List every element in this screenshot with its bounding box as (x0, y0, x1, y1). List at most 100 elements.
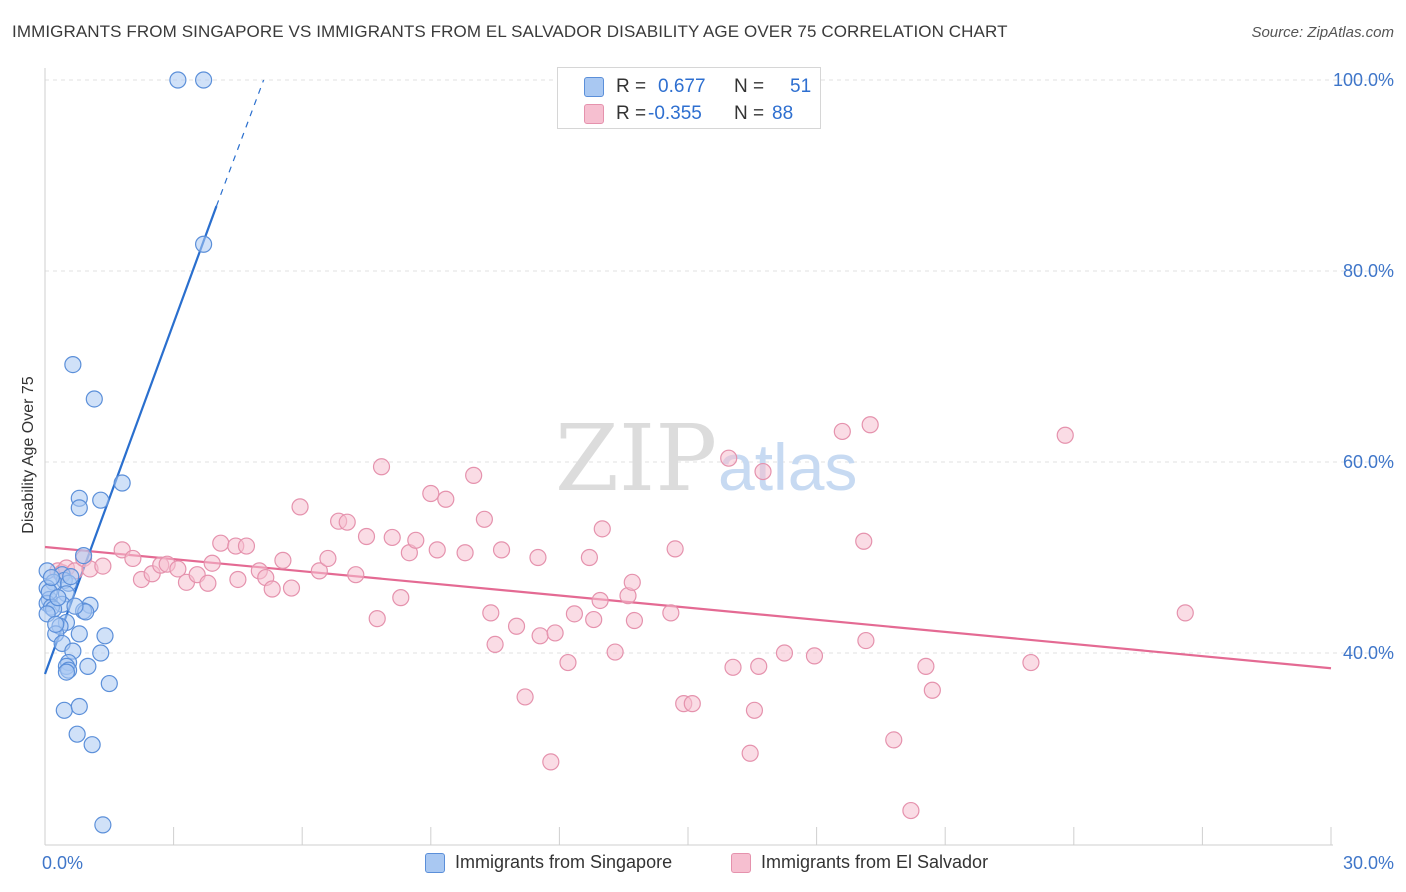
elsalvador-point (516, 688, 534, 706)
n-label: N = (734, 103, 765, 124)
y-tick-label: 80.0% (1343, 261, 1394, 281)
elsalvador-point (591, 591, 609, 610)
elsalvador-point (422, 484, 440, 503)
elsalvador-point (291, 498, 309, 516)
elsalvador-point (724, 658, 742, 676)
elsalvador-point (407, 531, 425, 549)
singapore-point (70, 499, 88, 517)
singapore-point (70, 625, 88, 643)
elsalvador-point (212, 534, 230, 552)
watermark-zip: ZIP (555, 405, 717, 512)
x-tick-label: 0.0% (42, 853, 83, 873)
points-layer (38, 71, 1194, 834)
elsalvador-point (229, 570, 247, 589)
elsalvador-point (199, 574, 217, 592)
elsalvador-point (720, 449, 738, 467)
legend-item-elsalvador[interactable]: Immigrants from El Salvador (731, 852, 988, 873)
elsalvador-point (833, 422, 851, 441)
elsalvador-point (94, 557, 112, 575)
elsalvador-point (662, 604, 680, 622)
r-label: R = (616, 76, 647, 97)
legend-label-singapore: Immigrants from Singapore (455, 852, 673, 872)
x-tick-label: 30.0% (1343, 853, 1394, 873)
elsalvador-point (683, 695, 701, 713)
elsalvador-point (368, 610, 386, 628)
elsalvador-point (310, 562, 328, 580)
y-tick-label: 40.0% (1343, 643, 1394, 663)
source-credit: Source: ZipAtlas.com (1251, 24, 1394, 41)
singapore-point (195, 235, 213, 253)
singapore-point (100, 674, 118, 693)
elsalvador-point (1056, 426, 1074, 444)
elsalvador-point (475, 510, 493, 528)
elsalvador-point (319, 549, 337, 568)
elsalvador-swatch (584, 104, 604, 124)
singapore-point (113, 474, 131, 492)
r-value: 0.677 (658, 76, 706, 97)
elsalvador-point (428, 541, 446, 559)
watermark-atlas: atlas (718, 430, 857, 504)
singapore-point (62, 567, 80, 586)
singapore-point (92, 491, 110, 509)
singapore-swatch (584, 77, 604, 97)
y-tick-label: 60.0% (1343, 452, 1394, 472)
elsalvador-point (565, 605, 584, 623)
singapore-trendline-extension (215, 79, 265, 207)
elsalvador-point (437, 490, 455, 508)
elsalvador-point (263, 580, 281, 598)
r-label: R = (616, 103, 647, 124)
label-layer: 40.0% 60.0% 80.0% 100.0% 0.0% 30.0% (42, 70, 1394, 873)
n-label: N = (734, 76, 765, 97)
y-tick-label: 100.0% (1333, 70, 1394, 90)
singapore-point (92, 644, 110, 662)
elsalvador-point (923, 681, 941, 699)
elsalvador-point (741, 744, 759, 762)
singapore-point (79, 657, 97, 675)
elsalvador-point (456, 544, 474, 562)
elsalvador-point (124, 549, 142, 568)
elsalvador-point (237, 537, 256, 555)
elsalvador-point (465, 466, 483, 484)
watermark: ZIP atlas (555, 405, 857, 512)
elsalvador-point (805, 647, 824, 665)
elsalvador-point (357, 527, 376, 546)
elsalvador-point (1022, 653, 1040, 672)
elsalvador-point (902, 801, 920, 820)
bottom-legend: Immigrants from Singapore Immigrants fro… (0, 852, 1406, 878)
legend-item-singapore[interactable]: Immigrants from Singapore (425, 852, 672, 873)
elsalvador-trendline (44, 545, 1332, 670)
elsalvador-point (542, 753, 560, 771)
elsalvador-point (482, 604, 500, 622)
elsalvador-point (745, 701, 764, 719)
elsalvador-point (169, 560, 187, 578)
singapore-point (66, 597, 84, 615)
singapore-point (169, 71, 187, 89)
stats-legend: R = 0.677 N = 51 R = -0.355 N = 88 (557, 67, 821, 129)
elsalvador-point (486, 635, 504, 654)
elsalvador-point (559, 653, 577, 672)
r-value: -0.355 (648, 103, 702, 124)
elsalvador-point (282, 579, 301, 597)
elsalvador-point (861, 416, 879, 434)
elsalvador-point (666, 540, 684, 558)
stats-row-singapore: R = 0.677 N = 51 (558, 74, 820, 100)
elsalvador-point (507, 617, 526, 635)
elsalvador-point (754, 462, 772, 481)
singapore-point (83, 736, 101, 754)
singapore-point (57, 663, 76, 681)
elsalvador-point (338, 513, 356, 531)
elsalvador-point (593, 520, 611, 538)
elsalvador-point (750, 657, 768, 675)
elsalvador-point (347, 566, 365, 584)
elsalvador-point (775, 644, 794, 662)
elsalvador-point (580, 548, 599, 567)
singapore-point (42, 568, 61, 587)
elsalvador-point (585, 610, 603, 629)
elsalvador-point (492, 541, 511, 559)
elsalvador-point (531, 627, 549, 645)
elsalvador-point (383, 528, 401, 547)
elsalvador-point (625, 611, 644, 630)
elsalvador-point (917, 657, 935, 675)
elsalvador-point (857, 631, 875, 650)
